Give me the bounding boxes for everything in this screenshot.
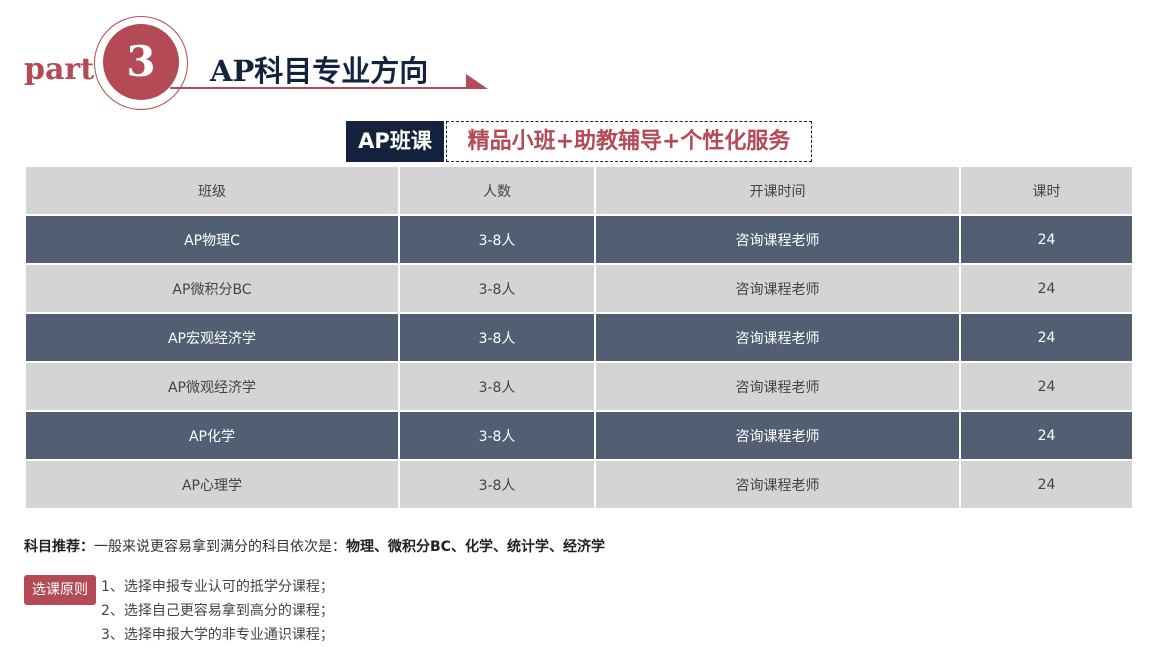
table-row: AP微积分BC 3-8人 咨询课程老师 24 xyxy=(26,265,1132,312)
cell: 3-8人 xyxy=(400,265,594,312)
cell: 咨询课程老师 xyxy=(596,265,959,312)
table-row: AP化学 3-8人 咨询课程老师 24 xyxy=(26,412,1132,459)
cell: 咨询课程老师 xyxy=(596,363,959,410)
principle-item: 3、选择申报大学的非专业通识课程； xyxy=(101,627,334,643)
part-label: part xyxy=(24,52,95,87)
table-row: AP宏观经济学 3-8人 咨询课程老师 24 xyxy=(26,314,1132,361)
cell: 24 xyxy=(961,314,1132,361)
cell: 3-8人 xyxy=(400,314,594,361)
principle-item: 1、选择申报专业认可的抵学分课程； xyxy=(101,579,334,595)
page-title: AP科目专业方向 xyxy=(210,54,429,88)
table-header: 班级 人数 开课时间 课时 xyxy=(26,167,1132,214)
cell: 咨询课程老师 xyxy=(596,314,959,361)
header-cell: 开课时间 xyxy=(596,167,959,214)
section-number: 3 xyxy=(103,24,179,100)
cell: 24 xyxy=(961,216,1132,263)
cell: 3-8人 xyxy=(400,461,594,508)
number-ring xyxy=(94,16,188,110)
cell: 咨询课程老师 xyxy=(596,412,959,459)
cell: 3-8人 xyxy=(400,216,594,263)
cell: 咨询课程老师 xyxy=(596,216,959,263)
table-row: AP物理C 3-8人 咨询课程老师 24 xyxy=(26,216,1132,263)
title-underline xyxy=(170,87,470,89)
class-tag: AP班课 xyxy=(346,121,444,162)
recommendation: 科目推荐：一般来说更容易拿到满分的科目依次是：物理、微积分BC、化学、统计学、经… xyxy=(24,536,605,556)
cell: AP微观经济学 xyxy=(26,363,398,410)
header-cell: 班级 xyxy=(26,167,398,214)
principles-badge: 选课原则 xyxy=(24,575,96,605)
slogan: 精品小班+助教辅导+个性化服务 xyxy=(446,121,812,162)
arrow-decoration-icon xyxy=(466,74,488,89)
cell: 3-8人 xyxy=(400,363,594,410)
cell: 24 xyxy=(961,461,1132,508)
principle-item: 2、选择自己更容易拿到高分的课程； xyxy=(101,603,334,619)
recommend-text: 一般来说更容易拿到满分的科目依次是： xyxy=(94,539,346,555)
cell: AP微积分BC xyxy=(26,265,398,312)
cell: 咨询课程老师 xyxy=(596,461,959,508)
cell: 24 xyxy=(961,412,1132,459)
table-row: AP心理学 3-8人 咨询课程老师 24 xyxy=(26,461,1132,508)
header-cell: 课时 xyxy=(961,167,1132,214)
cell: 24 xyxy=(961,363,1132,410)
header-cell: 人数 xyxy=(400,167,594,214)
recommend-label: 科目推荐： xyxy=(24,539,94,555)
cell: AP化学 xyxy=(26,412,398,459)
recommend-subjects: 物理、微积分BC、化学、统计学、经济学 xyxy=(346,539,605,555)
table-row: AP微观经济学 3-8人 咨询课程老师 24 xyxy=(26,363,1132,410)
cell: AP物理C xyxy=(26,216,398,263)
cell: 3-8人 xyxy=(400,412,594,459)
cell: AP宏观经济学 xyxy=(26,314,398,361)
cell: AP心理学 xyxy=(26,461,398,508)
course-table: 班级 人数 开课时间 课时 AP物理C 3-8人 咨询课程老师 24 AP微积分BC 3… xyxy=(24,165,1134,510)
cell: 24 xyxy=(961,265,1132,312)
